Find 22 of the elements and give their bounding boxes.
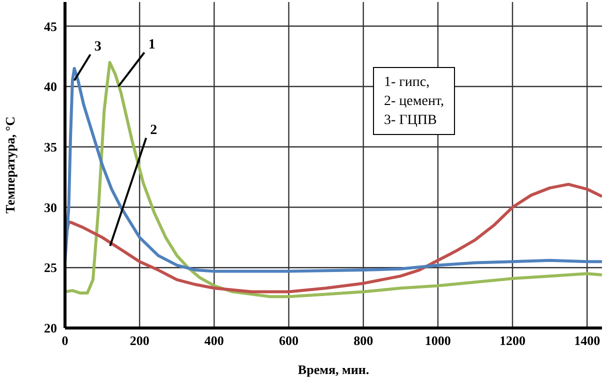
y-tick-label: 35: [44, 140, 58, 155]
x-tick-label: 600: [279, 333, 298, 348]
annotation: 2: [150, 122, 158, 138]
y-axis-title: Температура, °С: [2, 116, 18, 214]
x-tick-label: 800: [354, 333, 374, 348]
x-axis-title: Время, мин.: [298, 362, 370, 377]
x-tick-label: 0: [62, 333, 68, 348]
y-tick-label: 20: [44, 320, 57, 336]
annotation: 3- ГЦПВ: [384, 112, 438, 130]
y-tick-label: 45: [44, 18, 58, 34]
annotation: 1: [148, 38, 156, 53]
y-tick-label: 40: [44, 79, 57, 94]
x-tick-label: 1400: [574, 333, 600, 348]
x-tick-label: 200: [130, 333, 150, 348]
y-tick-label: 25: [44, 260, 58, 276]
annotation: 2- цемент,: [384, 93, 444, 111]
annotation: 3: [94, 39, 102, 54]
x-tick-label: 1000: [424, 333, 451, 348]
annotation: 1- гипс,: [384, 74, 431, 92]
x-tick-label: 1200: [500, 333, 526, 348]
x-tick-label: 400: [204, 333, 224, 348]
y-tick-label: 30: [44, 200, 57, 215]
